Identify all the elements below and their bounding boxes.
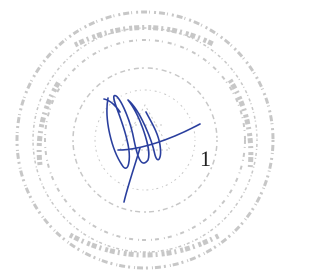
signature <box>104 96 200 202</box>
stamp-lettering <box>39 28 251 256</box>
stamp-outer-ring <box>17 12 273 268</box>
stamp-ring <box>33 28 257 252</box>
page: {"page_number": "1"} 1 (() => { const da… <box>0 0 281 279</box>
stamp <box>17 12 273 268</box>
stamp-scan: 1 <box>0 0 281 279</box>
page-number: 1 <box>200 146 211 171</box>
stamp-ring <box>45 40 245 240</box>
